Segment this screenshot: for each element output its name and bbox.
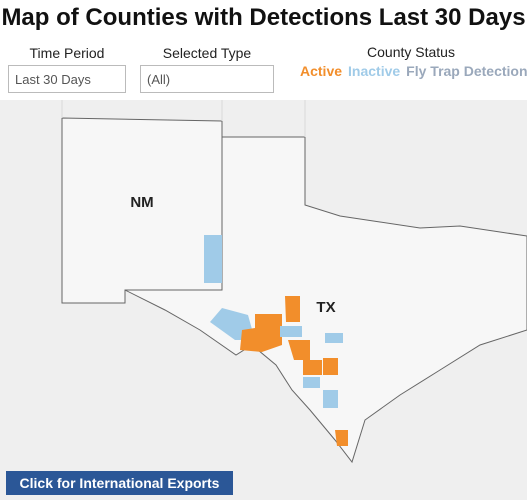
legend-title: County Status [367,44,455,60]
map: NM TX [0,100,527,500]
filter-dropdown[interactable]: Last 30 Days [8,65,126,93]
states [61,100,527,464]
filter-dropdown[interactable]: (All) [140,65,274,93]
filter-label: Selected Type [162,45,252,61]
county [325,333,343,343]
county [323,358,338,375]
legend: Active Inactive Fly Trap Detection [300,63,527,79]
legend-item[interactable]: Fly Trap Detection [406,63,527,79]
state-label: NM [130,194,153,211]
button[interactable]: Click for International Exports [6,471,233,495]
counties [204,235,348,446]
county [323,390,338,408]
county [285,296,300,322]
legend-item[interactable]: Inactive [348,63,401,79]
county [280,326,302,337]
county [335,430,348,446]
county [288,340,310,360]
state-label: TX [316,299,335,316]
county [303,377,320,388]
county [303,360,322,375]
legend-item[interactable]: Active [300,63,343,79]
title: Map of Counties with Detections Last 30 … [1,4,526,31]
filter-label: Time Period [29,45,105,61]
county [240,314,282,352]
county [204,235,222,283]
